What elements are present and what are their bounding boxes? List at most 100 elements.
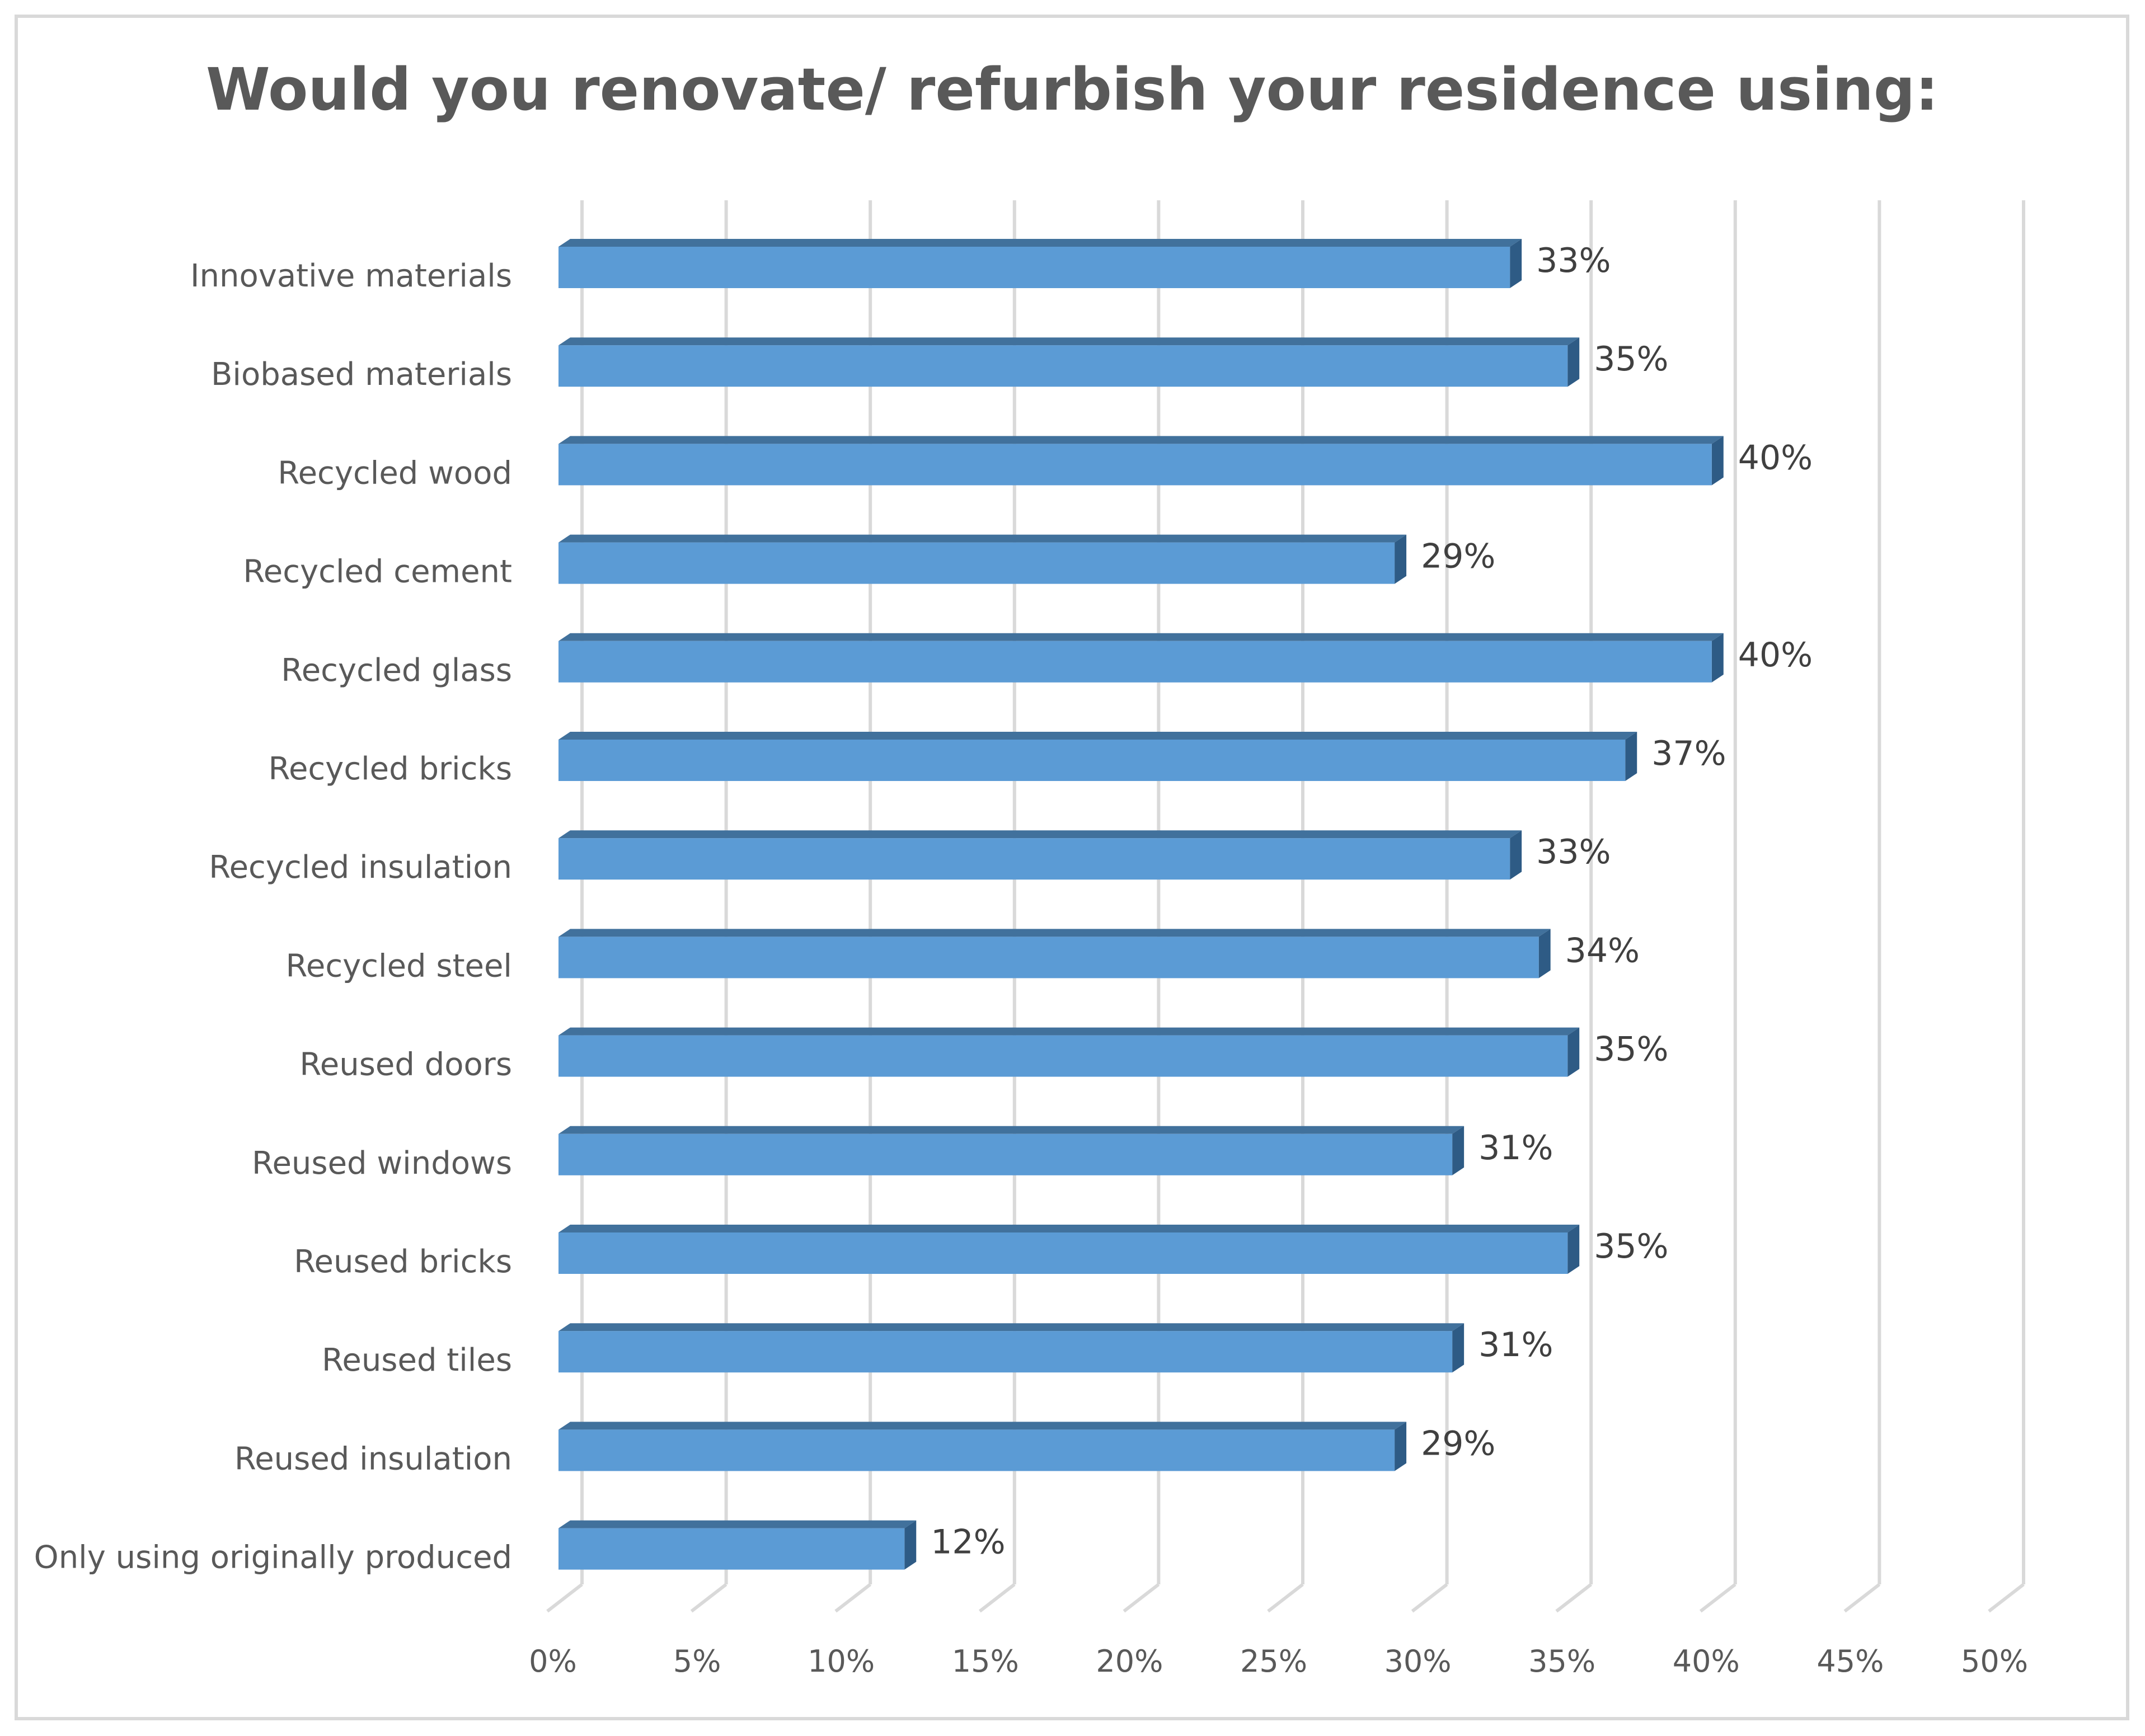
category-label: Only using originally produced: [34, 1540, 512, 1576]
data-label: 12%: [931, 1523, 1005, 1562]
bar-side-face: [1538, 929, 1551, 978]
bar-top-face: [558, 830, 1522, 839]
x-tick-label: 40%: [1673, 1644, 1740, 1679]
data-label: 33%: [1536, 832, 1611, 872]
bar-front-face: [558, 444, 1712, 486]
bar-side-face: [1711, 436, 1724, 486]
bar: [558, 239, 1522, 288]
category-label: Reused insulation: [234, 1441, 512, 1477]
bar-side-face: [1510, 239, 1522, 288]
bar-front-face: [558, 740, 1626, 781]
data-label: 31%: [1478, 1128, 1553, 1168]
x-tick-label: 20%: [1096, 1644, 1163, 1679]
bar-top-face: [558, 1225, 1580, 1232]
bar-top-face: [558, 1126, 1465, 1134]
bar-side-face: [1452, 1126, 1465, 1175]
bar-side-face: [1510, 830, 1522, 880]
x-tick-label: 25%: [1240, 1644, 1307, 1679]
bar: [558, 830, 1522, 880]
data-label: 31%: [1478, 1325, 1553, 1365]
bar: [558, 1323, 1465, 1373]
gridline-floor: [1267, 1583, 1304, 1613]
x-tick-label: 10%: [808, 1644, 875, 1679]
bar-front-face: [558, 345, 1568, 387]
x-tick-label: 45%: [1817, 1644, 1884, 1679]
bar-top-face: [558, 1520, 917, 1528]
gridline-floor: [546, 1583, 583, 1613]
bar: [558, 1027, 1580, 1077]
bar-side-face: [1567, 1225, 1580, 1274]
bar: [558, 633, 1724, 683]
x-tick-label: 30%: [1384, 1644, 1452, 1679]
bar-side-face: [1567, 1027, 1580, 1077]
category-label: Innovative materials: [190, 258, 512, 294]
bar-top-face: [558, 929, 1551, 937]
bar: [558, 732, 1637, 781]
data-labels: 33% 35% 40% 29% 40% 37% 33% 34% 35% 31% 35% 31% 29% 1…: [931, 241, 1813, 1562]
x-tick-label: 50%: [1961, 1644, 2028, 1679]
bar-side-face: [1395, 1422, 1407, 1471]
bar-side-face: [1625, 732, 1637, 781]
bar: [558, 1520, 917, 1570]
category-label: Recycled insulation: [209, 849, 512, 886]
bar-front-face: [558, 1429, 1395, 1471]
bar-front-face: [558, 641, 1712, 683]
bar-top-face: [558, 239, 1522, 247]
gridline-floor: [690, 1583, 727, 1613]
bar-front-face: [558, 937, 1539, 978]
gridline-floor: [1411, 1583, 1448, 1613]
data-label: 37%: [1651, 734, 1726, 773]
category-label: Recycled steel: [285, 948, 512, 984]
x-tick-label: 0%: [529, 1644, 577, 1679]
category-label: Recycled wood: [278, 455, 512, 491]
bar-top-face: [558, 436, 1724, 444]
bar: [558, 1225, 1580, 1274]
bar: [558, 436, 1724, 486]
x-tick-label: 5%: [673, 1644, 721, 1679]
bar-front-face: [558, 247, 1510, 288]
bar-side-face: [1395, 534, 1407, 584]
bar: [558, 1126, 1465, 1175]
gridline-floor: [1123, 1583, 1160, 1613]
data-label: 35%: [1594, 1227, 1668, 1266]
bar: [558, 929, 1551, 978]
bar: [558, 534, 1407, 584]
x-tick-label: 15%: [952, 1644, 1019, 1679]
bar-side-face: [1711, 633, 1724, 683]
x-tick-label: 35%: [1528, 1644, 1595, 1679]
category-label: Reused windows: [252, 1145, 512, 1182]
bar-front-face: [558, 1133, 1453, 1175]
gridlines: [546, 200, 2025, 1613]
category-label: Reused tiles: [322, 1342, 512, 1379]
data-label: 34%: [1565, 931, 1640, 970]
gridline-floor: [1988, 1583, 2025, 1613]
data-label: 29%: [1421, 1424, 1495, 1463]
gridline-floor: [834, 1583, 872, 1613]
bar-top-face: [558, 1027, 1580, 1036]
bar-top-face: [558, 534, 1407, 543]
bar-front-face: [558, 542, 1395, 584]
bar-top-face: [558, 337, 1580, 346]
data-label: 35%: [1594, 1030, 1668, 1069]
x-axis-tick-labels: 0% 5% 10% 15% 20% 25% 30% 35% 40% 45% 50%: [529, 1644, 2028, 1679]
category-labels: Innovative materials Biobased materials Re…: [34, 258, 512, 1576]
data-label: 33%: [1536, 241, 1611, 280]
bar-side-face: [904, 1520, 917, 1570]
bar-side-face: [1567, 337, 1580, 387]
category-label: Recycled bricks: [269, 751, 512, 787]
bars: [558, 239, 1724, 1570]
data-label: 40%: [1738, 636, 1813, 675]
bar-front-face: [558, 1232, 1568, 1274]
category-label: Reused doors: [299, 1047, 512, 1083]
bar-top-face: [558, 1323, 1465, 1332]
category-label: Reused bricks: [294, 1244, 512, 1280]
category-label: Recycled cement: [243, 554, 512, 590]
chart-title: Would you renovate/ refurbish your resid…: [206, 55, 1939, 124]
data-label: 29%: [1421, 537, 1495, 576]
bar: [558, 337, 1580, 387]
category-label: Biobased materials: [211, 356, 512, 393]
data-label: 40%: [1738, 438, 1813, 477]
data-label: 35%: [1594, 340, 1668, 379]
category-label: Recycled glass: [281, 652, 512, 689]
